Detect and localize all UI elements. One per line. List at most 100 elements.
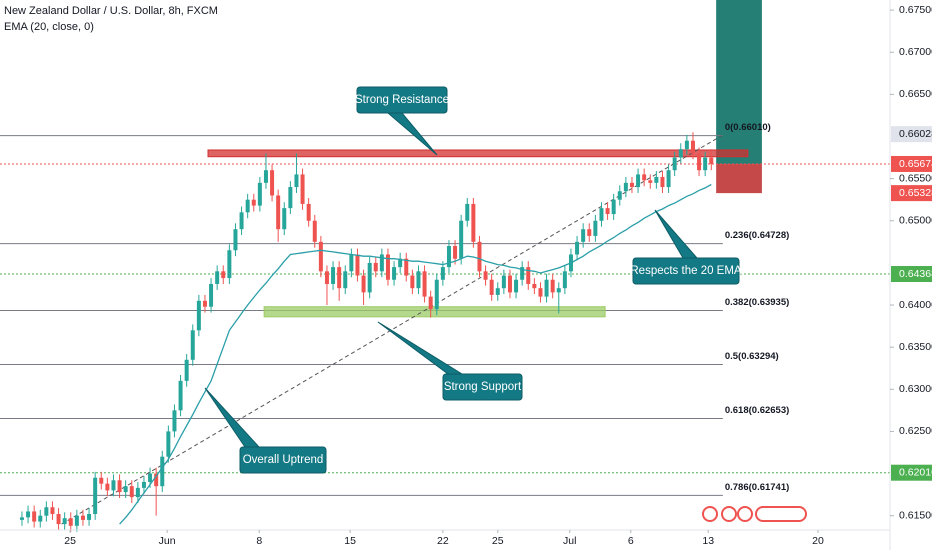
callout-box	[442, 373, 523, 401]
candle-body	[483, 271, 488, 280]
candle-body	[623, 182, 628, 192]
candle-body	[666, 170, 671, 188]
candle-body	[379, 254, 384, 272]
candle-body	[459, 220, 464, 259]
candle-body	[324, 271, 329, 284]
candle-body	[172, 410, 177, 432]
candle-body	[532, 283, 537, 289]
candle-body	[294, 174, 299, 188]
callout-box	[239, 446, 327, 474]
candle-body	[148, 473, 153, 482]
candle-body	[361, 275, 366, 293]
callout-pointer	[386, 112, 438, 156]
candle-body	[709, 157, 714, 164]
callout-text: Strong Support	[444, 381, 522, 393]
candle-body	[288, 187, 293, 209]
candle-body	[660, 176, 665, 188]
candle-body	[617, 191, 622, 200]
candle-body	[312, 220, 317, 242]
candle-body	[471, 203, 476, 242]
candle-body	[160, 456, 165, 487]
callout-pointer	[654, 209, 699, 259]
candle-body	[605, 208, 610, 215]
candle-body	[611, 199, 616, 215]
candle-body	[599, 208, 604, 221]
candle-body	[648, 180, 653, 183]
position-target	[716, 0, 762, 164]
candle-body	[44, 507, 49, 516]
candle-body	[575, 241, 580, 255]
candle-body	[343, 271, 348, 289]
fib-label: 0(0.66010)	[725, 122, 771, 133]
candle-body	[32, 511, 37, 522]
candle-body	[672, 157, 677, 171]
price-label-box	[891, 185, 932, 202]
candle-body	[117, 480, 122, 493]
candle-body	[221, 271, 226, 279]
candle-body	[654, 176, 659, 183]
candle-body	[477, 241, 482, 272]
x-tick-label: 25	[64, 535, 76, 547]
candle-body	[276, 195, 281, 230]
candle-body	[306, 203, 311, 221]
candle-body	[178, 380, 183, 411]
candle-body	[392, 267, 397, 280]
x-tick-label: 8	[256, 535, 262, 547]
candle-body	[684, 140, 689, 150]
candle-body	[501, 275, 506, 289]
candle-body	[227, 250, 232, 279]
candle-body	[562, 271, 567, 289]
candle-body	[239, 212, 244, 230]
candle-body	[135, 487, 140, 498]
trend-line	[61, 135, 722, 525]
candle-body	[300, 174, 305, 204]
candle-body	[68, 518, 73, 526]
candle-body	[209, 283, 214, 307]
fib-label: 0.236(0.64728)	[725, 230, 789, 241]
candle-body	[434, 279, 439, 310]
candle-body	[154, 473, 159, 487]
price-label-box	[891, 464, 932, 481]
x-tick-label: 22	[437, 535, 449, 547]
candle-body	[80, 515, 85, 520]
price-label: 0.64368	[899, 268, 932, 280]
x-tick-label: 15	[344, 535, 356, 547]
candle-body	[50, 507, 55, 514]
candle-body	[337, 267, 342, 289]
candle-body	[465, 203, 470, 221]
candle-body	[166, 431, 171, 457]
callout-pointer	[204, 387, 261, 448]
x-tick-label: Jul	[563, 535, 576, 547]
plot-area: 0(0.66010) 0.236(0.64728) 0.382(0.63935) 0.…	[0, 0, 890, 532]
candle-body	[202, 300, 207, 307]
candle-body	[697, 153, 702, 171]
callout-box	[356, 86, 448, 114]
candle-body	[93, 477, 98, 514]
candle-body	[538, 288, 543, 297]
candle-body	[446, 246, 451, 268]
candle-body	[331, 267, 336, 284]
price-label: 0.65674	[899, 158, 932, 170]
candle-body	[367, 262, 372, 293]
candle-body	[507, 275, 512, 293]
candle-body	[550, 279, 555, 293]
candle-body	[87, 513, 92, 520]
candle-body	[105, 483, 110, 491]
fib-label: 0.382(0.63935)	[725, 297, 789, 308]
x-tick-label: 20	[812, 535, 824, 547]
candle-body	[129, 486, 134, 498]
price-label-box	[891, 155, 932, 172]
candle-body	[642, 174, 647, 181]
candle-body	[556, 288, 561, 293]
callout-text: Overall Uptrend	[243, 454, 324, 466]
candle-body	[398, 258, 403, 268]
candle-body	[678, 149, 683, 158]
